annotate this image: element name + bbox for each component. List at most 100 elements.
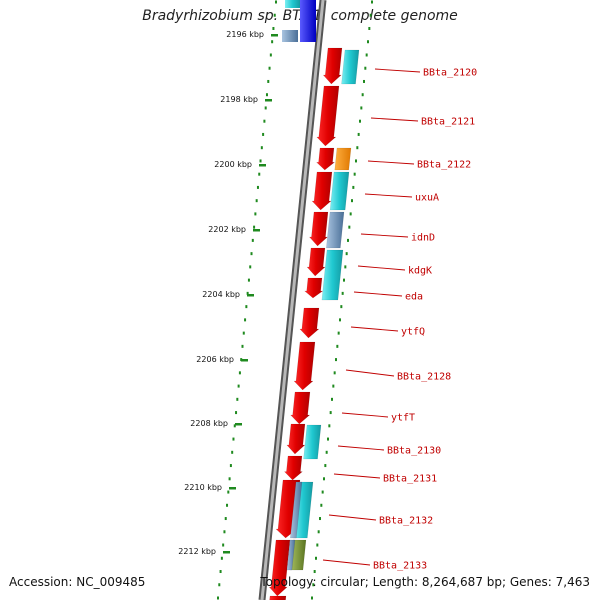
scale-dot — [353, 172, 356, 176]
scale-dot — [227, 490, 230, 494]
gene-feature[interactable] — [321, 249, 344, 301]
scale-dot — [268, 66, 271, 70]
scale-tick — [265, 99, 272, 102]
scale-dot — [356, 146, 359, 150]
gene-arrow[interactable] — [303, 277, 324, 299]
scale-dot — [313, 570, 316, 574]
scale-dot — [325, 450, 328, 454]
gene-arrow[interactable] — [311, 171, 333, 211]
gene-feature[interactable] — [329, 171, 350, 211]
gene-arrow[interactable] — [290, 391, 311, 425]
scale-tick-label: 2198 kbp — [220, 95, 258, 104]
gene-arrow[interactable] — [308, 211, 329, 247]
gene-feature[interactable] — [290, 481, 303, 539]
gene-label[interactable]: BBta_2133 — [373, 561, 427, 572]
scale-dot — [327, 437, 329, 441]
scale-dot — [355, 159, 357, 163]
gene-arrow[interactable] — [293, 341, 316, 391]
gene-feature[interactable] — [341, 49, 360, 85]
scale-dot — [246, 291, 249, 295]
scale-dot — [256, 185, 259, 189]
scale-dot — [351, 199, 353, 203]
scale-dot — [238, 371, 241, 375]
gene-label-leader — [370, 117, 419, 122]
gene-label[interactable]: BBta_2122 — [417, 160, 471, 171]
gene-feature[interactable] — [303, 424, 322, 460]
gene-label[interactable]: ytfT — [391, 413, 415, 424]
gene-arrow[interactable] — [315, 147, 336, 171]
gene-label[interactable]: uxuA — [415, 193, 439, 204]
scale-dot — [247, 278, 250, 282]
scale-dot — [233, 424, 236, 428]
accession-text: Accession: NC_009485 — [9, 575, 146, 589]
scale-dot — [220, 556, 223, 560]
gene-label[interactable]: BBta_2120 — [423, 68, 477, 79]
scale-dot — [320, 503, 323, 507]
gene-arrow[interactable] — [299, 307, 320, 339]
scale-dot — [271, 40, 274, 44]
scale-dot — [337, 331, 340, 335]
gene-feature[interactable] — [269, 595, 287, 600]
gene-label-leader — [345, 369, 395, 377]
genome-backbone-highlight — [260, 0, 325, 600]
scale-dot — [254, 212, 257, 216]
gene-label[interactable]: ytfQ — [401, 327, 425, 338]
scale-dot — [332, 384, 335, 388]
gene-feature[interactable] — [334, 147, 352, 171]
gene-label-leader — [374, 68, 421, 73]
scale-dot — [369, 13, 372, 17]
scale-dot — [349, 212, 352, 216]
gene-arrow[interactable] — [286, 423, 306, 455]
gene-label-leader — [364, 193, 413, 198]
gene-labels[interactable]: BBta_2120 BBta_2121 BBta_2122 uxuA idnD kdgK e… — [322, 68, 477, 572]
gene-label[interactable]: idnD — [411, 233, 435, 244]
gene-feature[interactable] — [326, 211, 345, 249]
gene-arrow[interactable] — [268, 539, 291, 597]
scale-tick — [259, 164, 266, 167]
scale-dot — [224, 517, 227, 521]
gene-label[interactable]: BBta_2130 — [387, 446, 441, 457]
gene-label[interactable]: BBta_2128 — [397, 372, 451, 383]
scale-dot — [260, 146, 263, 150]
scale-dot — [249, 265, 252, 269]
gene-label-leader — [322, 559, 371, 566]
gene-arrow[interactable] — [316, 85, 340, 147]
gene-label[interactable]: eda — [405, 292, 423, 303]
scale-dot — [232, 437, 235, 441]
scale-dot — [360, 106, 363, 110]
gene-features[interactable] — [268, 47, 360, 600]
scale-dot — [335, 358, 337, 362]
scale-dot — [367, 40, 369, 44]
scale-dot — [352, 185, 355, 189]
gene-label-leader — [367, 160, 415, 165]
scale-dot — [368, 26, 371, 30]
genome-summary: Topology: circular; Length: 8,264,687 bp… — [260, 575, 590, 589]
gene-label-leader — [357, 265, 406, 271]
gene-arrow[interactable] — [306, 247, 326, 277]
gene-label-leader — [350, 326, 399, 332]
top-partial-features — [282, 0, 316, 42]
scale-dot — [344, 265, 347, 269]
feature-blue-top — [300, 0, 316, 42]
gene-arrow[interactable] — [283, 455, 304, 481]
scale-tick-label: 2204 kbp — [202, 290, 240, 299]
gene-feature[interactable] — [286, 539, 296, 571]
scale-dot — [263, 119, 266, 123]
scale-dot — [361, 93, 364, 97]
scale-dot — [328, 424, 331, 428]
gene-label-leader — [341, 412, 389, 418]
gene-arrow[interactable] — [322, 47, 343, 85]
gene-label[interactable]: BBta_2121 — [421, 117, 475, 128]
scale-dot — [228, 477, 231, 481]
scale-dot — [259, 159, 262, 163]
scale-dot — [319, 517, 321, 521]
scale-dot — [341, 291, 344, 295]
gene-label[interactable]: kdgK — [408, 266, 432, 277]
scale-dot — [244, 318, 247, 322]
scale-dot — [343, 278, 345, 282]
gene-label[interactable]: BBta_2131 — [383, 474, 437, 485]
gene-label[interactable]: BBta_2132 — [379, 516, 433, 527]
scale-tick — [241, 359, 248, 362]
scale-dot — [275, 0, 277, 4]
